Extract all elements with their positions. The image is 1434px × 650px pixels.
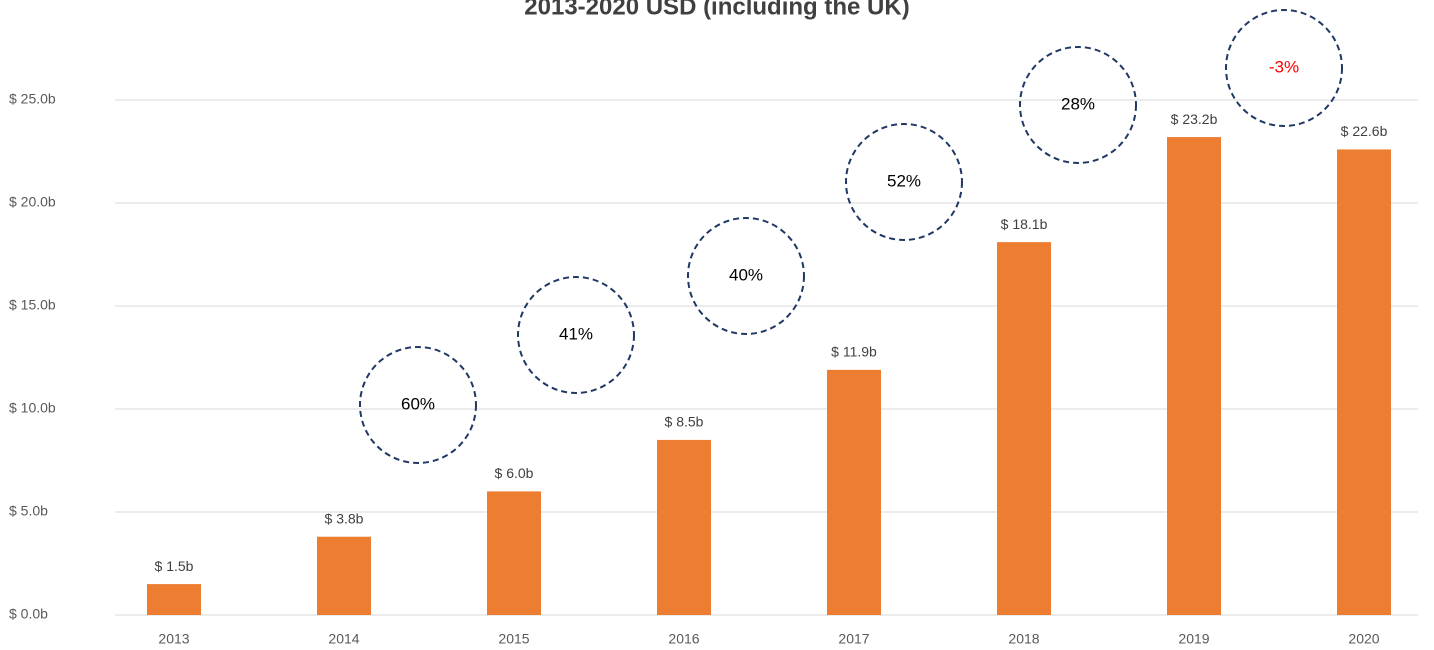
chart-title: 2013-2020 USD (including the UK)	[524, 0, 909, 20]
annotation: 28%	[1061, 94, 1095, 113]
annotation-circle	[517, 276, 635, 394]
bar	[1167, 137, 1221, 615]
bar	[657, 439, 711, 615]
data-label: $ 22.6b	[1341, 123, 1388, 139]
y-tick-label: $ 20.0b	[9, 194, 56, 210]
data-label: $ 23.2b	[1171, 111, 1218, 127]
data-label: $ 6.0b	[495, 465, 534, 481]
x-tick-label: 2019	[1178, 631, 1209, 647]
bar	[1337, 149, 1391, 615]
y-tick-label: $ 10.0b	[9, 400, 56, 416]
annotation: 52%	[887, 171, 921, 190]
x-tick-label: 2015	[498, 631, 529, 647]
y-tick-label: $ 5.0b	[9, 503, 48, 519]
data-label: $ 8.5b	[665, 414, 704, 430]
bar	[997, 242, 1051, 615]
x-tick-label: 2014	[328, 631, 359, 647]
x-tick-label: 2017	[838, 631, 869, 647]
annotation: 41%	[559, 324, 593, 343]
annotation: 40%	[729, 265, 763, 284]
x-tick-label: 2020	[1348, 631, 1379, 647]
x-tick-label: 2018	[1008, 631, 1039, 647]
annotation-circle	[1019, 46, 1137, 164]
bar	[487, 491, 541, 615]
annotation-circle	[845, 123, 963, 241]
bar	[147, 584, 201, 615]
annotation: -3%	[1269, 57, 1299, 76]
x-tick-label: 2013	[158, 631, 189, 647]
y-tick-label: $ 25.0b	[9, 91, 56, 107]
y-tick-label: $ 0.0b	[9, 606, 48, 622]
bar	[827, 369, 881, 615]
annotation-circle	[1225, 9, 1343, 127]
data-label: $ 11.9b	[831, 344, 877, 360]
data-label: $ 1.5b	[155, 558, 194, 574]
x-tick-label: 2016	[668, 631, 699, 647]
data-label: $ 3.8b	[325, 510, 364, 526]
annotation: 60%	[401, 394, 435, 413]
annotation-circle	[687, 217, 805, 335]
y-tick-label: $ 15.0b	[9, 297, 56, 313]
data-label: $ 18.1b	[1001, 216, 1048, 232]
annotation-circle	[359, 346, 477, 464]
bar	[317, 536, 371, 615]
